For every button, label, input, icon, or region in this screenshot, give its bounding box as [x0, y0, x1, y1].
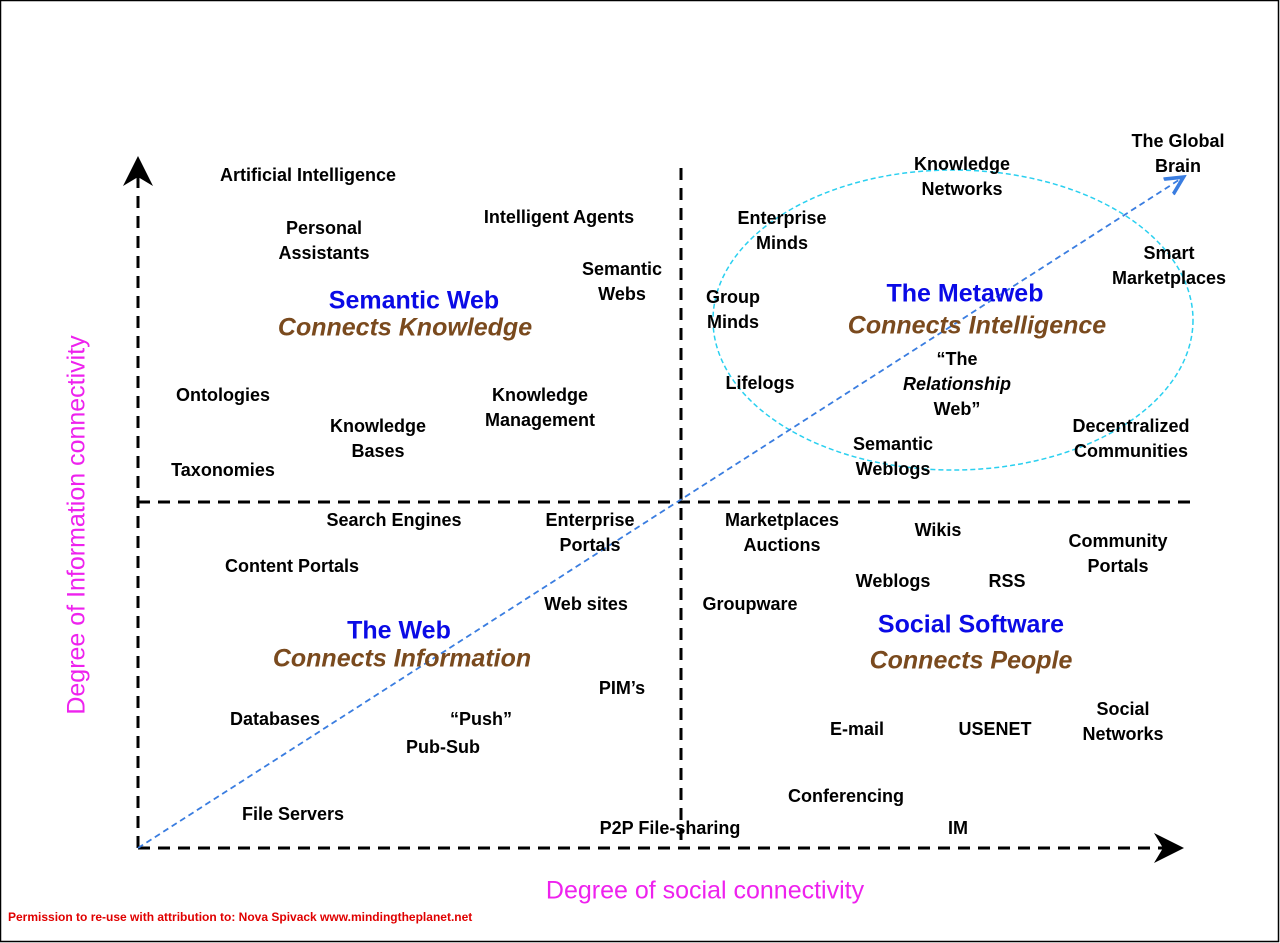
- item-label: Enterprise: [545, 510, 634, 530]
- item-label: Webs: [598, 284, 646, 304]
- item-label: Weblogs: [856, 459, 931, 479]
- item-label: Brain: [1155, 156, 1201, 176]
- item-label: Smart: [1143, 243, 1194, 263]
- item-label: Pub-Sub: [406, 737, 480, 757]
- credit: Permission to re-use with attribution to…: [8, 910, 472, 924]
- item-label: Web”: [934, 399, 981, 419]
- item-label: Networks: [1082, 724, 1163, 744]
- item-label: Databases: [230, 709, 320, 729]
- item-label: Assistants: [278, 243, 369, 263]
- item-label: Management: [485, 410, 595, 430]
- metaweb-ellipse: [712, 169, 1194, 471]
- quadrant-subtitle: Connects Information: [273, 645, 531, 673]
- item-label: The Global: [1131, 131, 1224, 151]
- item-label: Knowledge: [914, 154, 1010, 174]
- item-label: Web sites: [544, 594, 628, 614]
- item-label: Ontologies: [176, 385, 270, 405]
- item-label: P2P File-sharing: [600, 818, 741, 838]
- item-label: Relationship: [903, 374, 1011, 394]
- item-label: Knowledge: [330, 416, 426, 436]
- item-label: Bases: [351, 441, 404, 461]
- item-label: Conferencing: [788, 786, 904, 806]
- item-label: “Push”: [450, 709, 512, 729]
- item-label: File Servers: [242, 804, 344, 824]
- item-label: “The: [936, 349, 977, 369]
- item-label: Portals: [559, 535, 620, 555]
- quadrant-title: The Metaweb: [887, 280, 1044, 308]
- item-label: Decentralized: [1072, 416, 1189, 436]
- quadrant-title: Social Software: [878, 611, 1064, 639]
- item-label: Minds: [756, 233, 808, 253]
- quadrant-subtitle: Connects People: [870, 647, 1073, 675]
- item-label: Knowledge: [492, 385, 588, 405]
- item-label: Auctions: [743, 535, 820, 555]
- item-label: Minds: [707, 312, 759, 332]
- item-label: Artificial Intelligence: [220, 165, 396, 185]
- item-label: Search Engines: [326, 510, 461, 530]
- item-label: Communities: [1074, 441, 1188, 461]
- item-label: Personal: [286, 218, 362, 238]
- item-label: USENET: [958, 719, 1031, 739]
- item-label: Weblogs: [856, 571, 931, 591]
- item-label: Portals: [1087, 556, 1148, 576]
- item-label: Group: [706, 287, 760, 307]
- item-label: Marketplaces: [725, 510, 839, 530]
- quadrant-subtitle: Connects Knowledge: [278, 314, 532, 342]
- item-label: E-mail: [830, 719, 884, 739]
- item-label: Semantic: [853, 434, 933, 454]
- item-label: Enterprise: [737, 208, 826, 228]
- y-axis-label: Degree of Information connectivity: [63, 335, 91, 715]
- item-label: Intelligent Agents: [484, 207, 634, 227]
- item-label: Marketplaces: [1112, 268, 1226, 288]
- item-label: Lifelogs: [725, 373, 794, 393]
- x-axis-label: Degree of social connectivity: [546, 877, 865, 905]
- item-label: Networks: [921, 179, 1002, 199]
- quadrant-title: Semantic Web: [329, 287, 499, 315]
- item-label: RSS: [988, 571, 1025, 591]
- item-label: Groupware: [702, 594, 797, 614]
- quadrant-subtitle: Connects Intelligence: [848, 312, 1106, 340]
- quadrant-title: The Web: [347, 617, 451, 645]
- item-label: Social: [1096, 699, 1149, 719]
- trend-arrow: [137, 178, 1182, 849]
- item-label: IM: [948, 818, 968, 838]
- item-label: PIM’s: [599, 678, 645, 698]
- item-label: Taxonomies: [171, 460, 275, 480]
- item-label: Wikis: [915, 520, 962, 540]
- item-label: Community: [1069, 531, 1168, 551]
- item-label: Content Portals: [225, 556, 359, 576]
- item-label: Semantic: [582, 259, 662, 279]
